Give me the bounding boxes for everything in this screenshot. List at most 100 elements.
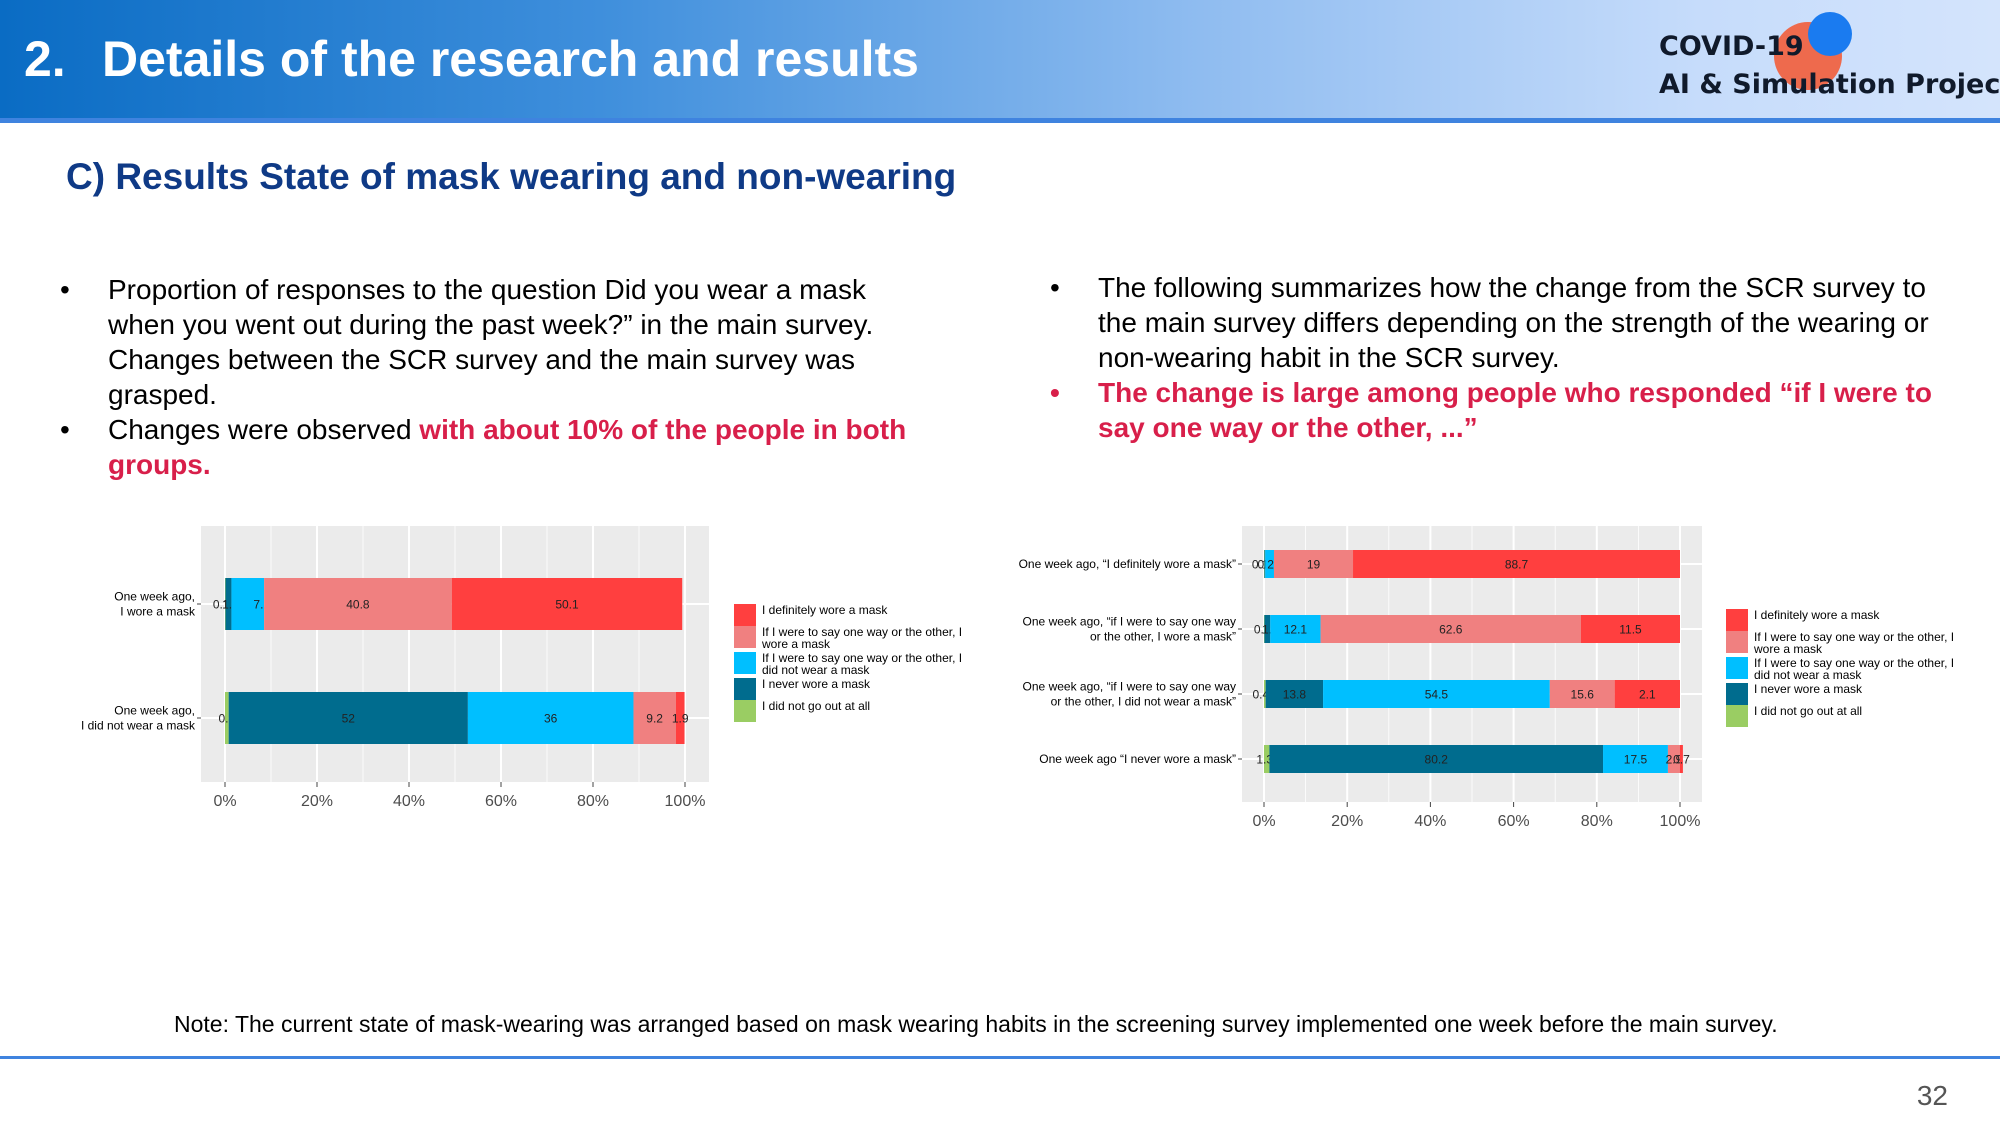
bar-segment bbox=[1265, 680, 1324, 708]
bar-segment bbox=[1273, 550, 1354, 578]
legend-swatch bbox=[1726, 609, 1748, 631]
data-label: 88.7 bbox=[1505, 558, 1529, 572]
slide-title-text: Details of the research and results bbox=[102, 31, 919, 87]
left-bullet-2-text: Changes were observed bbox=[108, 414, 420, 445]
bar-segment bbox=[1264, 680, 1266, 708]
bar-segment bbox=[1265, 550, 1274, 578]
legend-swatch bbox=[1726, 657, 1748, 679]
data-label: 2.1 bbox=[1639, 688, 1656, 702]
bar-segment bbox=[1264, 550, 1266, 578]
data-label: 11.5 bbox=[1619, 623, 1642, 637]
bar-segment bbox=[1264, 615, 1271, 643]
footnote: Note: The current state of mask-wearing … bbox=[174, 1011, 1778, 1037]
slide-title: 2. Details of the research and results bbox=[24, 30, 919, 88]
y-category-label: One week ago, “if I were to say one way bbox=[1023, 615, 1236, 629]
bullet-dot: • bbox=[60, 274, 70, 305]
bar-segment bbox=[1680, 745, 1683, 773]
bar-segment bbox=[264, 578, 452, 630]
legend-swatch bbox=[1726, 683, 1748, 705]
logo-text: COVID-19 AI & Simulation Project bbox=[1659, 28, 2000, 104]
x-tick-label: 20% bbox=[1331, 813, 1363, 830]
legend-left-chart: I definitely wore a mask If I were to say… bbox=[734, 604, 974, 734]
bullet-dot: • bbox=[60, 414, 70, 445]
legend-label: I did not go out at all bbox=[762, 699, 871, 713]
project-logo: COVID-19 AI & Simulation Project bbox=[1656, 12, 2000, 112]
data-label: 52 bbox=[342, 712, 356, 726]
data-label: 1.3 bbox=[1256, 753, 1273, 767]
bar-segment bbox=[1323, 680, 1550, 708]
legend-label: If I were to say one way or the other, I… bbox=[1754, 630, 1955, 656]
data-label: 15.6 bbox=[1571, 688, 1595, 702]
bar-segment bbox=[1353, 550, 1680, 578]
page-number: 32 bbox=[1916, 1080, 1948, 1111]
bar-segment bbox=[1320, 615, 1581, 643]
data-label: 80.2 bbox=[1425, 753, 1449, 767]
x-tick-label: 0% bbox=[1252, 813, 1275, 830]
footer-divider bbox=[0, 1056, 2000, 1059]
legend-label: If I were to say one way or the other, I… bbox=[762, 651, 963, 677]
right-bullet-1-text: The following summarizes how the change … bbox=[1098, 272, 1929, 373]
data-label: 13.8 bbox=[1283, 688, 1307, 702]
legend-swatch bbox=[1726, 631, 1748, 653]
y-category-label: I wore a mask bbox=[120, 605, 196, 619]
legend-swatch bbox=[734, 652, 756, 674]
x-tick-label: 80% bbox=[577, 793, 609, 810]
bar-segment bbox=[1269, 745, 1604, 773]
bar-segment bbox=[633, 692, 676, 744]
bar-segment bbox=[1580, 615, 1680, 643]
bar-segment bbox=[228, 692, 468, 744]
legend-right-chart: I definitely wore a mask If I were to say… bbox=[1726, 609, 1986, 739]
data-label: 50.1 bbox=[555, 598, 579, 612]
data-label: 9.2 bbox=[646, 712, 663, 726]
section-title: C) Results State of mask wearing and non… bbox=[66, 156, 957, 197]
section-number: 2. bbox=[24, 31, 66, 87]
left-bullet-1-text: Proportion of responses to the question … bbox=[108, 274, 874, 410]
bar-segment bbox=[1270, 615, 1321, 643]
logo-line-1: COVID-19 bbox=[1659, 31, 1804, 62]
data-label: 40.8 bbox=[346, 598, 370, 612]
x-tick-label: 100% bbox=[665, 793, 706, 810]
y-category-label: One week ago “I never wore a mask” bbox=[1039, 752, 1236, 766]
header-banner bbox=[0, 0, 2000, 118]
data-label: 54.5 bbox=[1425, 688, 1449, 702]
legend-label: I definitely wore a mask bbox=[1754, 608, 1880, 622]
x-tick-label: 40% bbox=[393, 793, 425, 810]
bar-segment bbox=[1614, 680, 1680, 708]
y-category-label: or the other, I did not wear a mask” bbox=[1051, 695, 1236, 709]
legend-swatch bbox=[734, 604, 756, 626]
y-category-label: One week ago, “I definitely wore a mask” bbox=[1019, 557, 1236, 571]
y-category-label: or the other, I wore a mask” bbox=[1090, 630, 1236, 644]
bar-segment bbox=[231, 578, 265, 630]
bar-segment bbox=[1549, 680, 1615, 708]
data-label: 36 bbox=[544, 712, 558, 726]
data-label: 19 bbox=[1307, 558, 1321, 572]
x-tick-label: 40% bbox=[1414, 813, 1446, 830]
data-label: 0.4 bbox=[1252, 688, 1269, 702]
bar-segment bbox=[675, 692, 685, 744]
right-bullet-1: • The following summarizes how the chang… bbox=[1050, 270, 1970, 375]
legend-label: I definitely wore a mask bbox=[762, 603, 888, 617]
y-category-label: One week ago, bbox=[114, 704, 195, 718]
bar-segment bbox=[451, 578, 683, 630]
x-tick-label: 0% bbox=[213, 793, 236, 810]
right-bullet-list: • The following summarizes how the chang… bbox=[1050, 270, 1970, 445]
data-label: 12.1 bbox=[1284, 623, 1308, 637]
bar-segment bbox=[225, 578, 232, 630]
bar-segment bbox=[467, 692, 634, 744]
legend-label: If I were to say one way or the other, I… bbox=[762, 625, 963, 651]
bullet-dot: • bbox=[1050, 377, 1060, 408]
x-tick-label: 20% bbox=[301, 793, 333, 810]
y-category-label: One week ago, “if I were to say one way bbox=[1023, 680, 1236, 694]
left-bullet-list: • Proportion of responses to the questio… bbox=[60, 272, 930, 482]
data-label: 62.6 bbox=[1439, 623, 1463, 637]
data-label: 0.7 bbox=[1673, 753, 1690, 767]
legend-label: I did not go out at all bbox=[1754, 704, 1863, 718]
x-tick-label: 60% bbox=[1498, 813, 1530, 830]
left-bullet-2: • Changes were observed with about 10% o… bbox=[60, 412, 930, 482]
bar-segment bbox=[1667, 745, 1680, 773]
header-divider bbox=[0, 118, 2000, 123]
legend-label: If I were to say one way or the other, I… bbox=[1754, 656, 1955, 682]
x-tick-label: 100% bbox=[1660, 813, 1701, 830]
